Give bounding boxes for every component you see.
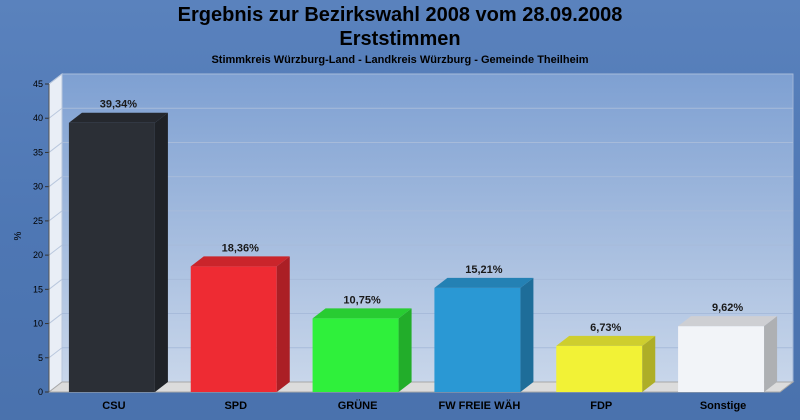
gridline-side xyxy=(48,73,63,85)
y-axis-label: % xyxy=(13,231,24,240)
bar-side xyxy=(642,335,656,392)
x-tick-label: GRÜNE xyxy=(338,399,378,412)
bar-top xyxy=(556,335,656,346)
bar-top xyxy=(190,256,290,267)
chart-title-line2: Erststimmen xyxy=(339,28,461,50)
data-label: 15,21% xyxy=(465,264,503,276)
gridline-side xyxy=(48,142,63,153)
bar-front xyxy=(678,326,765,392)
bar-front xyxy=(434,287,521,392)
y-tick-label: 45 xyxy=(33,79,43,89)
bar-side xyxy=(764,316,778,392)
bar-front xyxy=(68,122,155,392)
chart-subtitle: Stimmkreis Würzburg-Land - Landkreis Wür… xyxy=(211,54,589,66)
bar-side xyxy=(520,277,534,392)
bar-side xyxy=(276,256,290,392)
plot-left-wall xyxy=(48,72,63,394)
bar-top xyxy=(678,316,778,327)
gridline-side xyxy=(48,347,63,359)
bar-spd: 18,36% SPD xyxy=(190,242,290,412)
gridline-side xyxy=(48,176,63,188)
x-tick-label: SPD xyxy=(224,400,247,412)
bar-front xyxy=(190,266,277,392)
y-tick-label: 30 xyxy=(33,182,43,192)
bar-top xyxy=(68,112,168,123)
bar-front xyxy=(312,318,399,392)
bar-top xyxy=(434,277,534,288)
bar-side xyxy=(398,308,412,392)
gridline-side xyxy=(48,313,63,324)
x-tick-label: Sonstige xyxy=(700,400,746,412)
bar-fdp: 6,73% FDP xyxy=(556,322,656,412)
gridline-side xyxy=(48,244,63,256)
bar-side xyxy=(154,112,168,392)
data-label: 18,36% xyxy=(222,242,260,254)
gridline-side xyxy=(48,210,63,222)
y-tick-label: 35 xyxy=(33,147,43,157)
y-tick-label: 25 xyxy=(33,216,43,226)
y-tick-label: 0 xyxy=(38,387,43,397)
gridline-side xyxy=(48,278,63,290)
y-tick-label: 10 xyxy=(33,319,43,329)
bar-sonstige: 9,62% Sonstige xyxy=(678,302,778,412)
y-tick-label: 5 xyxy=(38,353,43,363)
y-tick-label: 15 xyxy=(33,284,43,294)
x-tick-label: CSU xyxy=(102,400,125,412)
x-tick-label: FDP xyxy=(590,400,612,412)
x-tick-label: FW FREIE WÄH xyxy=(438,399,520,412)
bar-fw-freie-wäh: 15,21% FW FREIE WÄH xyxy=(434,264,534,412)
bar-grüne: 10,75% GRÜNE xyxy=(312,294,412,412)
bar-csu: 39,34% CSU xyxy=(68,99,168,412)
gridline-side xyxy=(48,107,63,119)
data-label: 10,75% xyxy=(343,294,381,306)
data-label: 9,62% xyxy=(712,302,743,314)
y-tick-label: 20 xyxy=(33,250,43,260)
bar-front xyxy=(556,345,643,392)
chart-title: Ergebnis zur Bezirkswahl 2008 vom 28.09.… xyxy=(177,4,623,26)
data-label: 39,34% xyxy=(100,99,138,111)
data-label: 6,73% xyxy=(590,322,621,334)
bar-top xyxy=(312,308,412,319)
y-tick-label: 40 xyxy=(33,113,43,123)
